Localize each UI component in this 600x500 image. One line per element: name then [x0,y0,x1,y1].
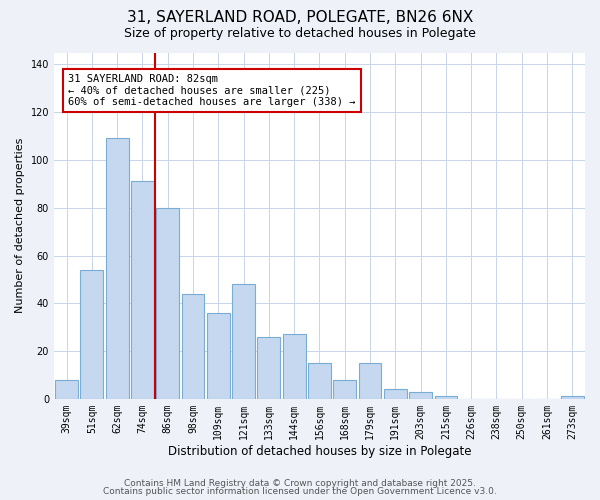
Bar [257,336,280,399]
Bar [308,363,331,399]
Bar [384,390,407,399]
Bar [55,380,78,399]
Text: 31 SAYERLAND ROAD: 82sqm
← 40% of detached houses are smaller (225)
60% of semi-: 31 SAYERLAND ROAD: 82sqm ← 40% of detach… [68,74,355,107]
Bar [561,396,584,399]
Bar [157,208,179,399]
Bar [334,380,356,399]
Bar [409,392,432,399]
Text: Contains public sector information licensed under the Open Government Licence v3: Contains public sector information licen… [103,487,497,496]
X-axis label: Distribution of detached houses by size in Polegate: Distribution of detached houses by size … [168,444,471,458]
Text: Contains HM Land Registry data © Crown copyright and database right 2025.: Contains HM Land Registry data © Crown c… [124,478,476,488]
Bar [232,284,255,399]
Bar [207,313,230,399]
Text: Size of property relative to detached houses in Polegate: Size of property relative to detached ho… [124,28,476,40]
Y-axis label: Number of detached properties: Number of detached properties [15,138,25,314]
Bar [182,294,205,399]
Bar [434,396,457,399]
Bar [106,138,128,399]
Bar [283,334,305,399]
Bar [131,182,154,399]
Bar [359,363,382,399]
Bar [80,270,103,399]
Text: 31, SAYERLAND ROAD, POLEGATE, BN26 6NX: 31, SAYERLAND ROAD, POLEGATE, BN26 6NX [127,10,473,25]
